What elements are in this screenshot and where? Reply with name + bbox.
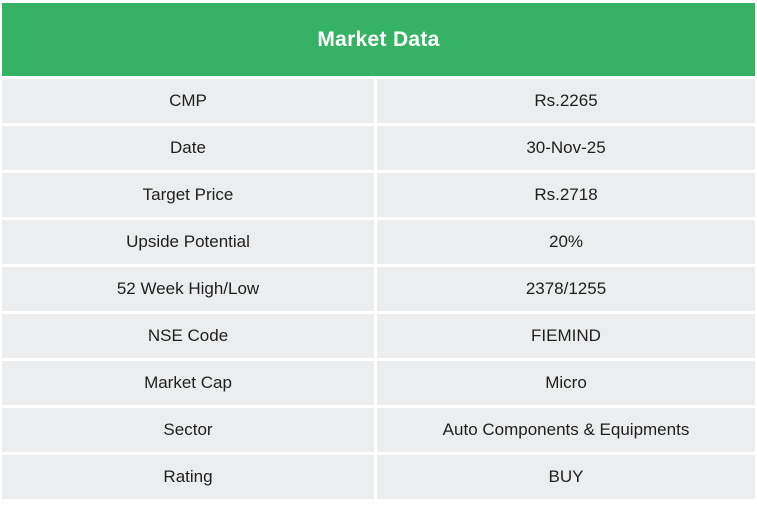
row-value: Rs.2718 [377, 173, 755, 217]
row-value: 30-Nov-25 [377, 126, 755, 170]
table-row: Rating BUY [2, 455, 755, 499]
row-label: Market Cap [2, 361, 374, 405]
market-data-table: Market Data CMP Rs.2265 Date 30-Nov-25 T… [2, 3, 755, 499]
table-title: Market Data [2, 3, 755, 76]
row-label: Rating [2, 455, 374, 499]
table-row: Sector Auto Components & Equipments [2, 408, 755, 452]
table-row: Date 30-Nov-25 [2, 126, 755, 170]
row-value: Micro [377, 361, 755, 405]
row-label: Target Price [2, 173, 374, 217]
row-value: 20% [377, 220, 755, 264]
table-row: Target Price Rs.2718 [2, 173, 755, 217]
row-label: Sector [2, 408, 374, 452]
table-row: NSE Code FIEMIND [2, 314, 755, 358]
table-row: CMP Rs.2265 [2, 79, 755, 123]
table-row: 52 Week High/Low 2378/1255 [2, 267, 755, 311]
row-value: 2378/1255 [377, 267, 755, 311]
row-label: 52 Week High/Low [2, 267, 374, 311]
table-body: CMP Rs.2265 Date 30-Nov-25 Target Price … [2, 76, 755, 499]
row-value: Rs.2265 [377, 79, 755, 123]
row-label: CMP [2, 79, 374, 123]
row-value: FIEMIND [377, 314, 755, 358]
table-row: Market Cap Micro [2, 361, 755, 405]
row-value: BUY [377, 455, 755, 499]
row-label: Date [2, 126, 374, 170]
row-value: Auto Components & Equipments [377, 408, 755, 452]
row-label: Upside Potential [2, 220, 374, 264]
table-row: Upside Potential 20% [2, 220, 755, 264]
row-label: NSE Code [2, 314, 374, 358]
